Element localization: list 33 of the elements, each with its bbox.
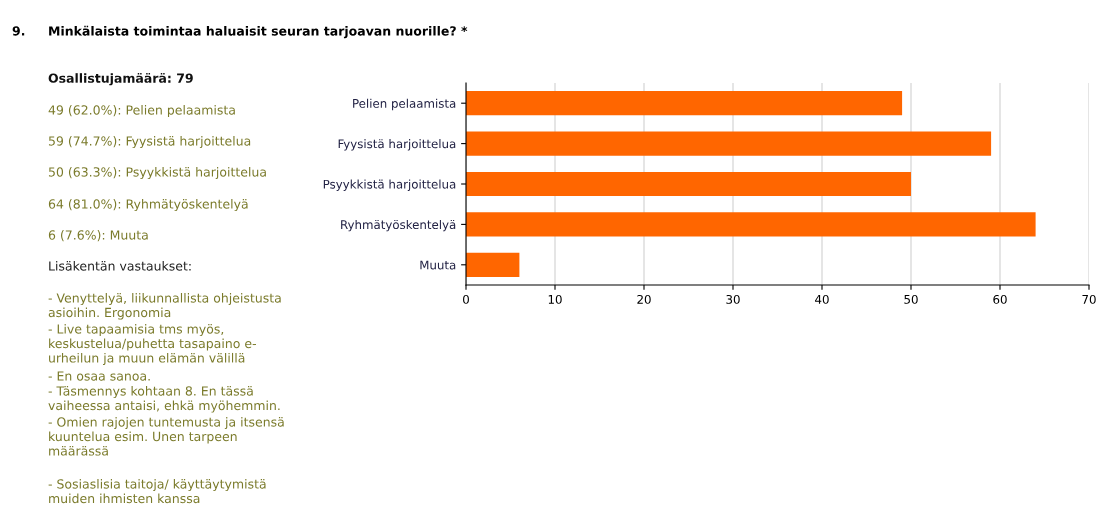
y-tick-label: Psyykkistä harjoittelua xyxy=(323,179,456,191)
text: - En osaa sanoa. xyxy=(48,371,150,381)
x-tick-label: 0 xyxy=(463,294,469,304)
text: - Live tapaamisia tms myös, keskustelua/puhetta tasapaino e- urheilun ja muun elämän välillä xyxy=(48,324,256,366)
bar xyxy=(466,212,1036,237)
text: 9. xyxy=(12,26,25,36)
bar xyxy=(466,91,903,116)
x-tick-label: 30 xyxy=(726,294,740,304)
x-tick-label: 50 xyxy=(904,294,918,304)
y-tick-label: Ryhmätyöskentelyä xyxy=(341,219,456,232)
text: - Venyttelyä, liikunnallista ohjeistusta asioihin. Ergonomia xyxy=(48,293,281,320)
x-tick-label: 10 xyxy=(548,294,562,304)
x-tick-label: 20 xyxy=(637,294,651,304)
text: 50 (63.3%): Psyykkistä harjoittelua xyxy=(48,167,266,180)
bar xyxy=(466,171,911,197)
text: 6 (7.6%): Muuta xyxy=(48,230,148,242)
bar xyxy=(466,131,992,156)
y-tick-label: Fyysistä harjoittelua xyxy=(338,139,456,151)
y-tick-label: Pelien pelaamista xyxy=(353,98,456,111)
text: Osallistujamäärä: 79 xyxy=(48,73,193,86)
text: - Täsmennys kohtaan 8. En tässä vaiheessa antaisi, ehkä myöhemmin. xyxy=(48,386,280,413)
y-tick-label: Muuta xyxy=(420,260,456,270)
x-tick-label: 60 xyxy=(993,294,1007,304)
bar xyxy=(466,252,520,277)
text: Lisäkentän vastaukset: xyxy=(49,261,191,271)
text: Minkälaista toimintaa haluaisit seuran tarjoavan nuorille? * xyxy=(49,25,468,39)
text: - Omien rajojen tuntemusta ja itsensä kuuntelua esim. Unen tarpeen määrässä xyxy=(48,417,284,456)
text: - Sosiaslisia taitoja/ käyttäytymistä muiden ihmisten kanssa xyxy=(48,479,266,504)
text: 59 (74.7%): Fyysistä harjoittelua xyxy=(48,136,251,149)
text: 64 (81.0%): Ryhmätyöskentelyä xyxy=(48,199,248,212)
x-tick-label: 70 xyxy=(1082,294,1096,304)
text: 49 (62.0%): Pelien pelaamista xyxy=(48,105,235,118)
x-tick-label: 40 xyxy=(815,294,829,304)
